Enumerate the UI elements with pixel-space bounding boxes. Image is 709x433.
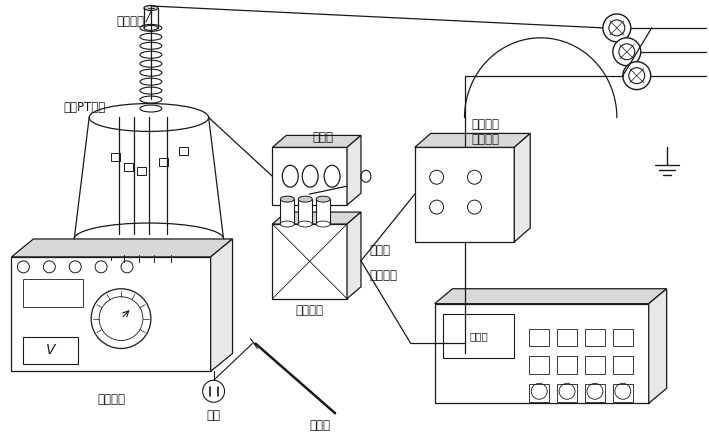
Circle shape <box>603 14 631 42</box>
Text: 电缆仪: 电缆仪 <box>469 332 488 342</box>
Text: 电源: 电源 <box>206 409 220 422</box>
Text: 限流电阵: 限流电阵 <box>116 16 144 29</box>
Ellipse shape <box>280 196 294 202</box>
Text: 高压电容: 高压电容 <box>295 304 323 317</box>
Bar <box>557 385 577 402</box>
Polygon shape <box>272 136 361 147</box>
Bar <box>298 199 312 224</box>
Bar <box>272 147 347 205</box>
Ellipse shape <box>316 196 330 202</box>
Bar <box>159 158 168 166</box>
Bar <box>124 163 133 171</box>
Bar <box>280 199 294 224</box>
Bar <box>11 257 211 372</box>
Polygon shape <box>11 239 233 257</box>
Ellipse shape <box>140 42 162 49</box>
Ellipse shape <box>140 78 162 85</box>
Text: V: V <box>45 343 55 358</box>
Ellipse shape <box>298 221 312 227</box>
Text: 互感器: 互感器 <box>313 131 334 144</box>
Polygon shape <box>649 289 666 403</box>
Ellipse shape <box>298 196 312 202</box>
Bar <box>435 304 649 403</box>
Circle shape <box>613 38 641 66</box>
Bar <box>613 329 633 346</box>
Bar <box>137 167 146 175</box>
Circle shape <box>623 62 651 90</box>
Bar <box>529 329 549 346</box>
Text: 多次脉冲
处理单元: 多次脉冲 处理单元 <box>471 118 499 146</box>
Ellipse shape <box>140 69 162 76</box>
Bar <box>272 224 347 299</box>
Ellipse shape <box>140 60 162 67</box>
Ellipse shape <box>144 6 158 10</box>
Ellipse shape <box>144 26 158 30</box>
Text: 高压地: 高压地 <box>369 244 390 257</box>
Bar <box>529 385 549 402</box>
Ellipse shape <box>140 24 162 31</box>
Bar <box>111 153 120 162</box>
Polygon shape <box>435 289 666 304</box>
Polygon shape <box>347 136 361 205</box>
Ellipse shape <box>316 221 330 227</box>
Bar <box>613 356 633 375</box>
Text: 放电针: 放电针 <box>310 419 330 432</box>
Ellipse shape <box>280 221 294 227</box>
Ellipse shape <box>140 105 162 112</box>
Ellipse shape <box>140 96 162 103</box>
Polygon shape <box>514 133 530 242</box>
Bar <box>613 385 633 402</box>
Bar <box>23 336 78 365</box>
Polygon shape <box>415 133 530 147</box>
Polygon shape <box>211 239 233 372</box>
Bar <box>557 329 577 346</box>
Bar <box>585 329 605 346</box>
Text: 调压器署: 调压器署 <box>97 393 125 406</box>
Bar <box>585 356 605 375</box>
Bar <box>442 313 514 359</box>
Bar <box>179 147 188 155</box>
Text: 高压PT直流: 高压PT直流 <box>63 101 106 114</box>
Ellipse shape <box>140 51 162 58</box>
Polygon shape <box>272 212 361 224</box>
Text: 信号取样: 信号取样 <box>369 269 397 282</box>
Bar <box>415 147 514 242</box>
Bar <box>316 199 330 224</box>
Polygon shape <box>347 212 361 299</box>
Bar <box>529 356 549 375</box>
Ellipse shape <box>140 33 162 40</box>
Bar <box>557 356 577 375</box>
Bar <box>23 279 83 307</box>
Ellipse shape <box>140 87 162 94</box>
Bar <box>585 385 605 402</box>
